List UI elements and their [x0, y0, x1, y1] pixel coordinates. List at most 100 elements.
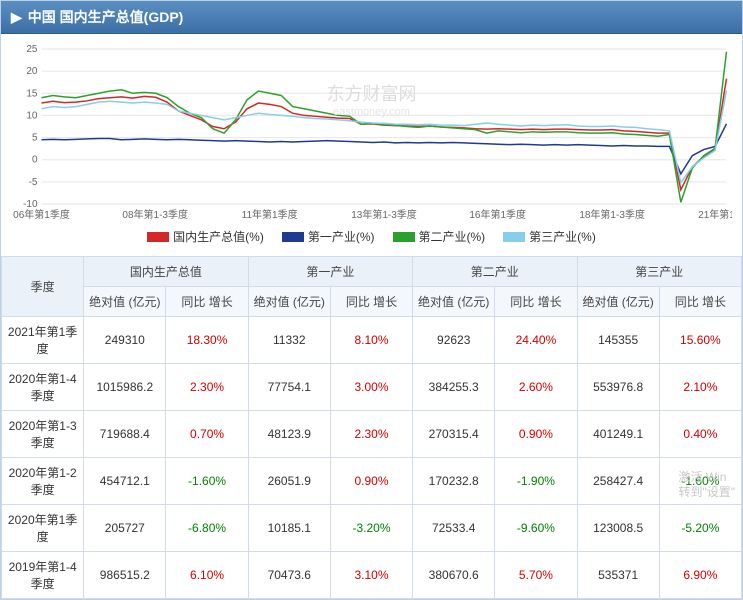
- svg-text:25: 25: [26, 44, 38, 55]
- cell-yoy: 5.70%: [495, 552, 577, 599]
- cell-period: 2020年第1-2季度: [2, 458, 84, 505]
- legend-label: 第一产业(%): [308, 228, 375, 245]
- cell-yoy: 2.10%: [659, 364, 741, 411]
- chevron-right-icon: ▶: [11, 9, 22, 26]
- col-group: 国内生产总值: [84, 257, 248, 287]
- col-yoy: 同比 增长: [166, 287, 248, 317]
- svg-text:06年第1季度: 06年第1季度: [13, 208, 70, 221]
- cell-yoy: 18.30%: [166, 317, 248, 364]
- cell-yoy: 24.40%: [495, 317, 577, 364]
- gdp-panel: ▶ 中国 国内生产总值(GDP) 东方财富网 eastmoney.com -10…: [0, 0, 743, 600]
- cell-abs: 145355: [577, 317, 659, 364]
- cell-yoy: -1.60%: [166, 458, 248, 505]
- svg-text:11年第1季度: 11年第1季度: [242, 208, 298, 221]
- cell-abs: 270315.4: [413, 411, 495, 458]
- cell-abs: 454712.1: [84, 458, 166, 505]
- svg-text:20: 20: [26, 66, 38, 77]
- cell-abs: 48123.9: [248, 411, 330, 458]
- cell-yoy: -9.60%: [495, 505, 577, 552]
- col-abs: 绝对值 (亿元): [84, 287, 166, 317]
- col-yoy: 同比 增长: [659, 287, 741, 317]
- cell-abs: 258427.4: [577, 458, 659, 505]
- legend-swatch: [393, 232, 415, 242]
- cell-yoy: 2.30%: [330, 411, 412, 458]
- cell-abs: 380670.6: [413, 552, 495, 599]
- cell-abs: 11332: [248, 317, 330, 364]
- chart-area: 东方财富网 eastmoney.com -10-5051015202506年第1…: [1, 34, 742, 256]
- table-row: 2020年第1-4季度1015986.22.30%77754.13.00%384…: [2, 364, 742, 411]
- legend-item[interactable]: 第一产业(%): [282, 228, 375, 245]
- cell-yoy: 0.90%: [495, 411, 577, 458]
- line-chart: -10 -5 0 5 10 15 20 25 06年第1季度 08年第1-3季度 11年第1季度 13…: [11, 44, 732, 224]
- cell-yoy: -1.90%: [495, 458, 577, 505]
- cell-abs: 170232.8: [413, 458, 495, 505]
- svg-text:16年第1季度: 16年第1季度: [469, 208, 526, 221]
- cell-abs: 401249.1: [577, 411, 659, 458]
- svg-text:13年第1-3季度: 13年第1-3季度: [351, 208, 417, 221]
- cell-period: 2020年第1-4季度: [2, 364, 84, 411]
- table-row: 2020年第1-3季度719688.40.70%48123.92.30%2703…: [2, 411, 742, 458]
- chart-legend: 国内生产总值(%) 第一产业(%) 第二产业(%) 第三产业(%): [11, 224, 732, 253]
- table-row: 2020年第1季度205727-6.80%10185.1-3.20%72533.…: [2, 505, 742, 552]
- cell-abs: 249310: [84, 317, 166, 364]
- cell-abs: 92623: [413, 317, 495, 364]
- cell-yoy: -6.80%: [166, 505, 248, 552]
- svg-text:0: 0: [32, 155, 38, 166]
- cell-yoy: 2.30%: [166, 364, 248, 411]
- legend-label: 国内生产总值(%): [173, 228, 264, 245]
- cell-period: 2019年第1-4季度: [2, 552, 84, 599]
- col-abs: 绝对值 (亿元): [248, 287, 330, 317]
- cell-abs: 1015986.2: [84, 364, 166, 411]
- cell-yoy: 8.10%: [330, 317, 412, 364]
- table-header: 季度国内生产总值第一产业第二产业第三产业绝对值 (亿元)同比 增长绝对值 (亿元…: [2, 257, 742, 317]
- cell-abs: 986515.2: [84, 552, 166, 599]
- svg-text:-10: -10: [23, 199, 38, 210]
- cell-yoy: 6.90%: [659, 552, 741, 599]
- cell-period: 2020年第1-3季度: [2, 411, 84, 458]
- table-body: 2021年第1季度24931018.30%113328.10%9262324.4…: [2, 317, 742, 599]
- table-row: 2020年第1-2季度454712.1-1.60%26051.90.90%170…: [2, 458, 742, 505]
- cell-abs: 72533.4: [413, 505, 495, 552]
- col-abs: 绝对值 (亿元): [413, 287, 495, 317]
- col-yoy: 同比 增长: [495, 287, 577, 317]
- col-abs: 绝对值 (亿元): [577, 287, 659, 317]
- legend-item[interactable]: 第三产业(%): [503, 228, 596, 245]
- cell-yoy: 0.40%: [659, 411, 741, 458]
- cell-abs: 205727: [84, 505, 166, 552]
- svg-text:-5: -5: [29, 177, 38, 188]
- cell-period: 2020年第1季度: [2, 505, 84, 552]
- cell-yoy: -1.60%: [659, 458, 741, 505]
- svg-text:10: 10: [26, 110, 38, 121]
- cell-abs: 77754.1: [248, 364, 330, 411]
- cell-yoy: 3.00%: [330, 364, 412, 411]
- cell-abs: 26051.9: [248, 458, 330, 505]
- cell-yoy: 3.10%: [330, 552, 412, 599]
- gdp-table: 季度国内生产总值第一产业第二产业第三产业绝对值 (亿元)同比 增长绝对值 (亿元…: [1, 256, 742, 599]
- legend-label: 第二产业(%): [419, 228, 486, 245]
- legend-item[interactable]: 第二产业(%): [393, 228, 486, 245]
- cell-yoy: 15.60%: [659, 317, 741, 364]
- svg-text:18年第1-3季度: 18年第1-3季度: [579, 208, 645, 221]
- cell-yoy: 6.10%: [166, 552, 248, 599]
- cell-abs: 70473.6: [248, 552, 330, 599]
- cell-abs: 719688.4: [84, 411, 166, 458]
- col-group: 第三产业: [577, 257, 741, 287]
- svg-text:15: 15: [26, 88, 38, 99]
- col-group: 第一产业: [248, 257, 412, 287]
- table-row: 2019年第1-4季度986515.26.10%70473.63.10%3806…: [2, 552, 742, 599]
- col-yoy: 同比 增长: [330, 287, 412, 317]
- cell-abs: 535371: [577, 552, 659, 599]
- cell-yoy: 0.70%: [166, 411, 248, 458]
- svg-text:08年第1-3季度: 08年第1-3季度: [122, 208, 188, 221]
- legend-item[interactable]: 国内生产总值(%): [147, 228, 264, 245]
- legend-swatch: [147, 232, 169, 242]
- svg-text:21年第1季度: 21年第1季度: [698, 208, 732, 221]
- legend-swatch: [282, 232, 304, 242]
- panel-title: 中国 国内生产总值(GDP): [28, 7, 184, 27]
- svg-text:5: 5: [32, 133, 38, 144]
- legend-label: 第三产业(%): [529, 228, 596, 245]
- cell-yoy: -5.20%: [659, 505, 741, 552]
- title-bar: ▶ 中国 国内生产总值(GDP): [1, 1, 742, 34]
- cell-abs: 553976.8: [577, 364, 659, 411]
- cell-yoy: 2.60%: [495, 364, 577, 411]
